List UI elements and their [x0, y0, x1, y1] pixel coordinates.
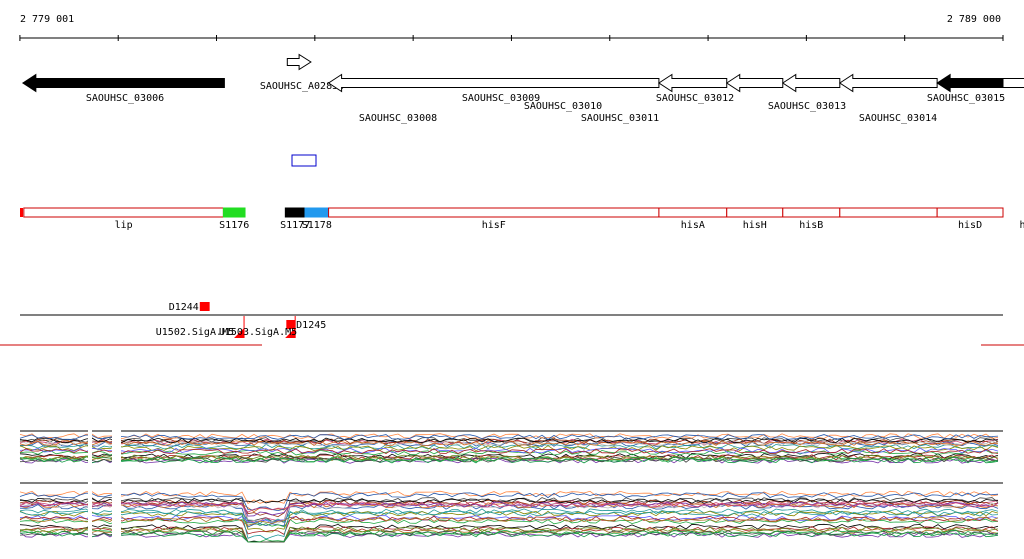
operon-label: hisF [482, 220, 506, 231]
expression-profile-line [19, 529, 999, 543]
operon-label: hisB [799, 220, 823, 231]
expression-profile-line [19, 531, 999, 543]
expression-profile-line [19, 456, 999, 463]
operon-block[interactable] [658, 207, 728, 218]
expression-lines-top [19, 430, 1003, 464]
gene-arrow[interactable] [936, 73, 1004, 93]
gene-arrow[interactable] [21, 73, 225, 93]
gene-label: SAOUHSC_03014 [859, 113, 937, 124]
gene-label: SAOUHSC_03008 [359, 113, 437, 124]
promoter-marker[interactable] [234, 328, 245, 338]
expression-profile-line [19, 454, 999, 461]
feature-label: D1245 [296, 320, 326, 331]
gene-arrow[interactable] [838, 73, 938, 93]
expression-profile-line [19, 515, 999, 535]
expression-profile-line [19, 443, 999, 450]
operon-block[interactable] [726, 207, 784, 218]
operon-block[interactable] [328, 207, 660, 218]
expression-profile-line [19, 449, 999, 456]
operon-block[interactable] [222, 207, 246, 218]
expression-profile-line [19, 437, 999, 444]
expression-profile-line [19, 516, 999, 526]
expression-profile-line [19, 433, 999, 440]
operon-label: S1178 [302, 220, 332, 231]
operon-block[interactable] [23, 207, 224, 218]
operon-label: S1176 [219, 220, 249, 231]
operon-block[interactable] [284, 207, 306, 218]
operon-label: hisD [958, 220, 982, 231]
feature-block[interactable] [199, 302, 210, 311]
expression-gap-2 [112, 420, 121, 550]
expression-profile-line [19, 456, 999, 463]
expression-profile-line [19, 530, 999, 543]
gene-arrow[interactable] [781, 73, 841, 93]
gene-arrow[interactable] [1002, 75, 1024, 92]
expression-lines-bottom [19, 482, 1003, 543]
promoter-label: U1503.SigA.M5 [219, 327, 297, 338]
feature-block[interactable] [286, 320, 296, 329]
operon-start-marker [20, 208, 23, 217]
operon-block[interactable] [839, 207, 938, 218]
gene-label: SAOUHSC_03006 [86, 93, 164, 104]
operon-block[interactable] [304, 207, 330, 218]
expression-profile-line [19, 448, 999, 455]
expression-profile-line [19, 502, 999, 513]
operon-label: hisG [1019, 220, 1024, 231]
operon-label: hisA [681, 220, 705, 231]
expression-profile-line [19, 445, 999, 452]
gene-track: SAOUHSC_03006 SAOUHSC_A02856 SAOUHSC_03008… [21, 53, 1024, 124]
coordinate-ruler: 2 779 001 2 789 000 [19, 14, 1004, 41]
operon-block[interactable] [936, 207, 1004, 218]
expression-profile-line [19, 490, 999, 505]
expression-profile-line [19, 434, 999, 440]
expression-profile-line [19, 510, 999, 533]
promoter-marker[interactable] [285, 328, 296, 338]
operon-label: lip [115, 220, 133, 231]
expression-profile-line [19, 501, 999, 513]
expression-profile-line [19, 440, 999, 447]
expression-profile-line [19, 492, 999, 512]
operon-label: hisH [743, 220, 767, 231]
gene-arrow[interactable] [327, 73, 660, 93]
ruler-end-label: 2 789 000 [947, 14, 1001, 25]
expression-tracks [19, 420, 1003, 550]
gene-label: SAOUHSC_03009 [462, 93, 540, 104]
expression-gap-1 [88, 420, 92, 550]
gene-label: SAOUHSC_03013 [768, 101, 846, 112]
operon-block[interactable] [782, 207, 841, 218]
gene-arrow[interactable] [658, 73, 728, 93]
operon-label: S1177 [280, 220, 310, 231]
selection-box[interactable] [291, 154, 317, 167]
expression-profile-line [19, 510, 999, 540]
gene-label: SAOUHSC_A02856 [260, 81, 344, 92]
gene-label: SAOUHSC_03012 [656, 93, 734, 104]
gene-label: SAOUHSC_03010 [524, 101, 602, 112]
gene-label: SAOUHSC_03015 [927, 93, 1005, 104]
gene-label: SAOUHSC_03011 [581, 113, 659, 124]
gene-arrow[interactable] [725, 73, 784, 93]
ruler-ticks [19, 35, 1004, 41]
expression-profile-line [19, 440, 999, 447]
expression-profile-line [19, 497, 999, 523]
feature-label: D1244 [169, 302, 199, 313]
expression-profile-line [19, 528, 999, 543]
expression-profile-line [19, 523, 999, 543]
ruler-start-label: 2 779 001 [20, 14, 74, 25]
expression-profile-line [19, 526, 999, 543]
gene-arrow[interactable] [286, 53, 312, 71]
promoter-label: U1502.SigA.M5 [156, 327, 234, 338]
